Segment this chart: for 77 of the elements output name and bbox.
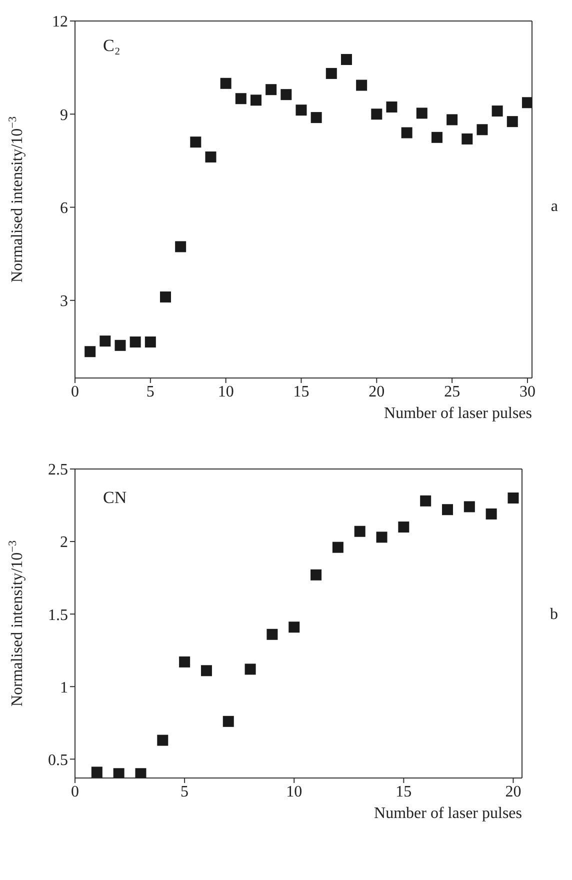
point: [446, 114, 458, 126]
y-tick-label: 2: [60, 534, 68, 552]
x-tick-label: 20: [368, 383, 385, 400]
point: [332, 542, 344, 553]
point: [144, 336, 156, 348]
point: [416, 108, 428, 119]
y-tick-label: 6: [60, 200, 68, 217]
point: [220, 78, 232, 89]
x-axis-title: Number of laser pulses: [374, 805, 522, 822]
y-tick-label: 0.5: [48, 752, 68, 769]
point: [386, 101, 398, 112]
point: [431, 132, 442, 143]
x-tick-label: 5: [180, 783, 189, 800]
point: [113, 768, 124, 778]
x-tick-label: 5: [146, 383, 154, 400]
annotation: CN: [103, 488, 127, 508]
point: [442, 504, 453, 516]
point: [522, 97, 532, 108]
point: [401, 127, 412, 138]
point: [175, 241, 186, 252]
point: [266, 628, 278, 640]
point: [205, 151, 216, 162]
x-tick-label: 20: [505, 783, 522, 800]
point: [84, 346, 96, 358]
point: [157, 734, 168, 746]
x-tick-label: 10: [286, 783, 302, 800]
point: [310, 569, 322, 580]
point: [420, 495, 432, 506]
point: [476, 124, 488, 136]
point: [340, 54, 352, 65]
point: [356, 80, 368, 91]
y-tick-label: 9: [60, 106, 68, 124]
annotation: C₂: [103, 36, 120, 56]
point: [296, 104, 307, 116]
text: b: [550, 606, 558, 624]
point: [200, 665, 212, 676]
point: [190, 136, 202, 148]
point: [222, 716, 234, 727]
point: [179, 656, 190, 668]
point: [371, 108, 382, 120]
point: [91, 766, 102, 778]
point: [288, 622, 300, 633]
point: [280, 89, 292, 100]
point: [376, 532, 388, 543]
point: [235, 93, 246, 104]
point: [326, 68, 337, 79]
point: [160, 291, 171, 302]
point: [130, 336, 141, 348]
point: [492, 106, 503, 117]
point: [486, 508, 497, 520]
y-tick-label: 12: [52, 14, 68, 31]
x-tick-label: 10: [218, 383, 234, 400]
text: a: [550, 198, 558, 216]
point: [464, 501, 475, 512]
y-tick-label: 1.5: [48, 606, 68, 624]
y-tick-label: 3: [60, 293, 68, 310]
point: [506, 116, 518, 128]
point: [266, 84, 277, 96]
x-tick-label: 0: [71, 783, 79, 800]
point: [244, 664, 256, 675]
point: [462, 133, 473, 144]
x-axis-title: Number of laser pulses: [384, 405, 532, 422]
point: [354, 526, 366, 537]
x-tick-label: 25: [444, 383, 460, 400]
x-tick-label: 30: [519, 383, 536, 400]
point: [310, 112, 322, 124]
point: [398, 522, 410, 533]
x-tick-label: 15: [293, 383, 310, 400]
point: [100, 336, 111, 347]
y-tick-label: 1: [60, 679, 68, 696]
point: [135, 768, 146, 778]
point: [114, 340, 126, 351]
point: [508, 492, 519, 504]
y-tick-label: 2.5: [48, 462, 68, 479]
x-tick-label: 0: [71, 383, 79, 400]
x-tick-label: 15: [396, 783, 412, 800]
point: [250, 94, 262, 106]
